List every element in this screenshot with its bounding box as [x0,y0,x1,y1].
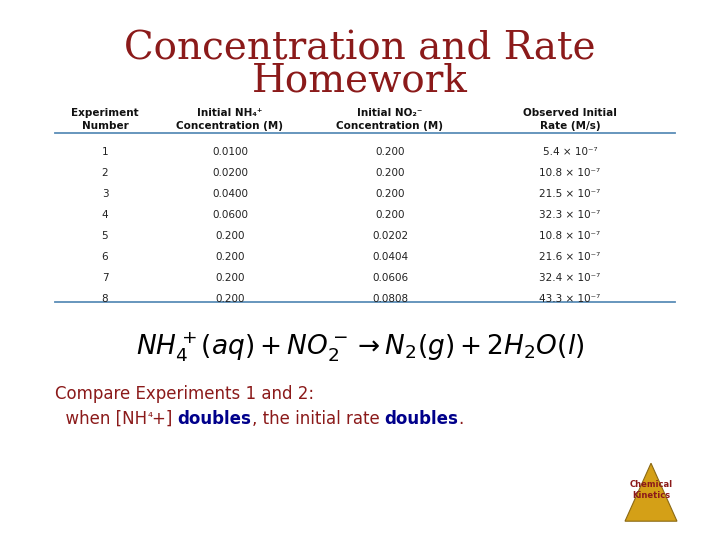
Text: 7: 7 [102,273,108,283]
Text: when [NH: when [NH [55,410,147,428]
Text: 0.0808: 0.0808 [372,294,408,304]
Text: Experiment
Number: Experiment Number [71,108,139,131]
Text: 0.0606: 0.0606 [372,273,408,283]
Text: ₄: ₄ [147,407,152,420]
Text: 10.8 × 10⁻⁷: 10.8 × 10⁻⁷ [539,168,600,178]
Text: 1: 1 [102,147,108,157]
Text: 0.200: 0.200 [375,210,405,220]
Text: 32.3 × 10⁻⁷: 32.3 × 10⁻⁷ [539,210,600,220]
Text: 43.3 × 10⁻⁷: 43.3 × 10⁻⁷ [539,294,600,304]
Text: 8: 8 [102,294,108,304]
Text: .: . [459,410,464,428]
Text: 6: 6 [102,252,108,262]
Text: 3: 3 [102,189,108,199]
Text: Observed Initial
Rate (M/s): Observed Initial Rate (M/s) [523,108,617,131]
Text: Concentration and Rate: Concentration and Rate [124,30,596,67]
Text: 0.200: 0.200 [215,231,245,241]
Text: doubles: doubles [384,410,459,428]
Text: 5.4 × 10⁻⁷: 5.4 × 10⁻⁷ [543,147,598,157]
Text: 0.0100: 0.0100 [212,147,248,157]
Text: 5: 5 [102,231,108,241]
Text: 0.200: 0.200 [375,189,405,199]
Text: 4: 4 [102,210,108,220]
Text: 21.6 × 10⁻⁷: 21.6 × 10⁻⁷ [539,252,600,262]
Text: 0.0202: 0.0202 [372,231,408,241]
Text: 2: 2 [102,168,108,178]
Text: 0.200: 0.200 [215,252,245,262]
Text: Initial NO₂⁻
Concentration (M): Initial NO₂⁻ Concentration (M) [336,108,444,131]
Text: , the initial rate: , the initial rate [251,410,384,428]
Text: Initial NH₄⁺
Concentration (M): Initial NH₄⁺ Concentration (M) [176,108,284,131]
Text: Chemical
Kinetics: Chemical Kinetics [629,480,672,500]
Text: 0.200: 0.200 [215,273,245,283]
Text: 0.0600: 0.0600 [212,210,248,220]
Text: Homework: Homework [252,62,468,99]
Text: 0.0404: 0.0404 [372,252,408,262]
Text: 21.5 × 10⁻⁷: 21.5 × 10⁻⁷ [539,189,600,199]
Text: 0.0200: 0.0200 [212,168,248,178]
Text: +]: +] [152,410,178,428]
Text: 0.200: 0.200 [215,294,245,304]
Text: 32.4 × 10⁻⁷: 32.4 × 10⁻⁷ [539,273,600,283]
Text: 0.200: 0.200 [375,168,405,178]
Text: 10.8 × 10⁻⁷: 10.8 × 10⁻⁷ [539,231,600,241]
Text: doubles: doubles [178,410,251,428]
Text: Compare Experiments 1 and 2:: Compare Experiments 1 and 2: [55,385,314,403]
Text: 0.200: 0.200 [375,147,405,157]
Text: 0.0400: 0.0400 [212,189,248,199]
Text: $NH_4^+(aq) + NO_2^- \rightarrow N_2(g) + 2H_2O(l)$: $NH_4^+(aq) + NO_2^- \rightarrow N_2(g) … [136,330,584,364]
Polygon shape [625,463,677,521]
